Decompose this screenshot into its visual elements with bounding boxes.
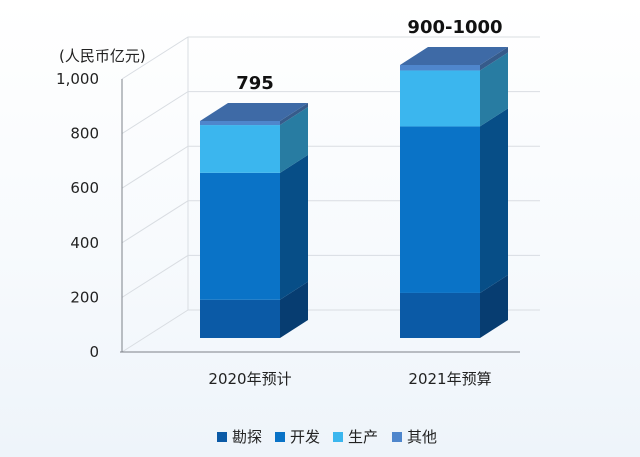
labels: 795 2020年预计 900-1000 2021年预算 [208, 17, 502, 388]
bar-segment-front [200, 120, 280, 126]
legend-label: 勘探 [232, 428, 262, 446]
legend-swatch [275, 432, 285, 442]
bar-segment-side [480, 274, 508, 338]
bar-top-face [400, 47, 508, 65]
bar-segment-side [480, 108, 508, 293]
legend: 勘探 开发 生产 其他 [217, 428, 437, 446]
y-axis: 0 200 400 600 800 1,000 (人民币亿元) [56, 47, 520, 361]
legend-swatch [333, 432, 343, 442]
bar-segment-front [400, 65, 480, 71]
legend-label: 其他 [407, 428, 437, 446]
bar-segment-front [200, 172, 280, 300]
bar-segment-side [280, 107, 308, 173]
bar-segment-side [480, 52, 508, 127]
bar-segment-side [280, 281, 308, 338]
bar-segment-front [400, 70, 480, 127]
bar-segment-front [400, 126, 480, 293]
y-tick-label: 1,000 [56, 70, 99, 88]
y-tick-label: 800 [70, 125, 99, 143]
y-tick-label: 200 [70, 288, 99, 306]
bar-segment-side [480, 47, 508, 71]
unit-label: (人民币亿元) [59, 47, 146, 65]
y-tick-label: 600 [70, 179, 99, 197]
y-tick-label: 400 [70, 234, 99, 252]
legend-label: 开发 [290, 428, 320, 446]
bar-segment-front [200, 299, 280, 338]
legend-swatch [217, 432, 227, 442]
legend-swatch [392, 432, 402, 442]
bar-total-label: 900-1000 [407, 17, 502, 38]
gridlines [121, 36, 540, 353]
x-tick-label: 2020年预计 [208, 370, 291, 388]
bar-segment-front [400, 292, 480, 338]
x-tick-label: 2021年预算 [408, 370, 491, 388]
legend-label: 生产 [348, 428, 378, 446]
bars [200, 47, 508, 338]
bar-segment-side [280, 154, 308, 300]
bar-top-face [200, 102, 308, 121]
y-tick-label: 0 [89, 343, 99, 361]
bar-segment-side [280, 102, 308, 126]
bar-total-label: 795 [236, 73, 274, 94]
bar-segment-front [200, 125, 280, 173]
